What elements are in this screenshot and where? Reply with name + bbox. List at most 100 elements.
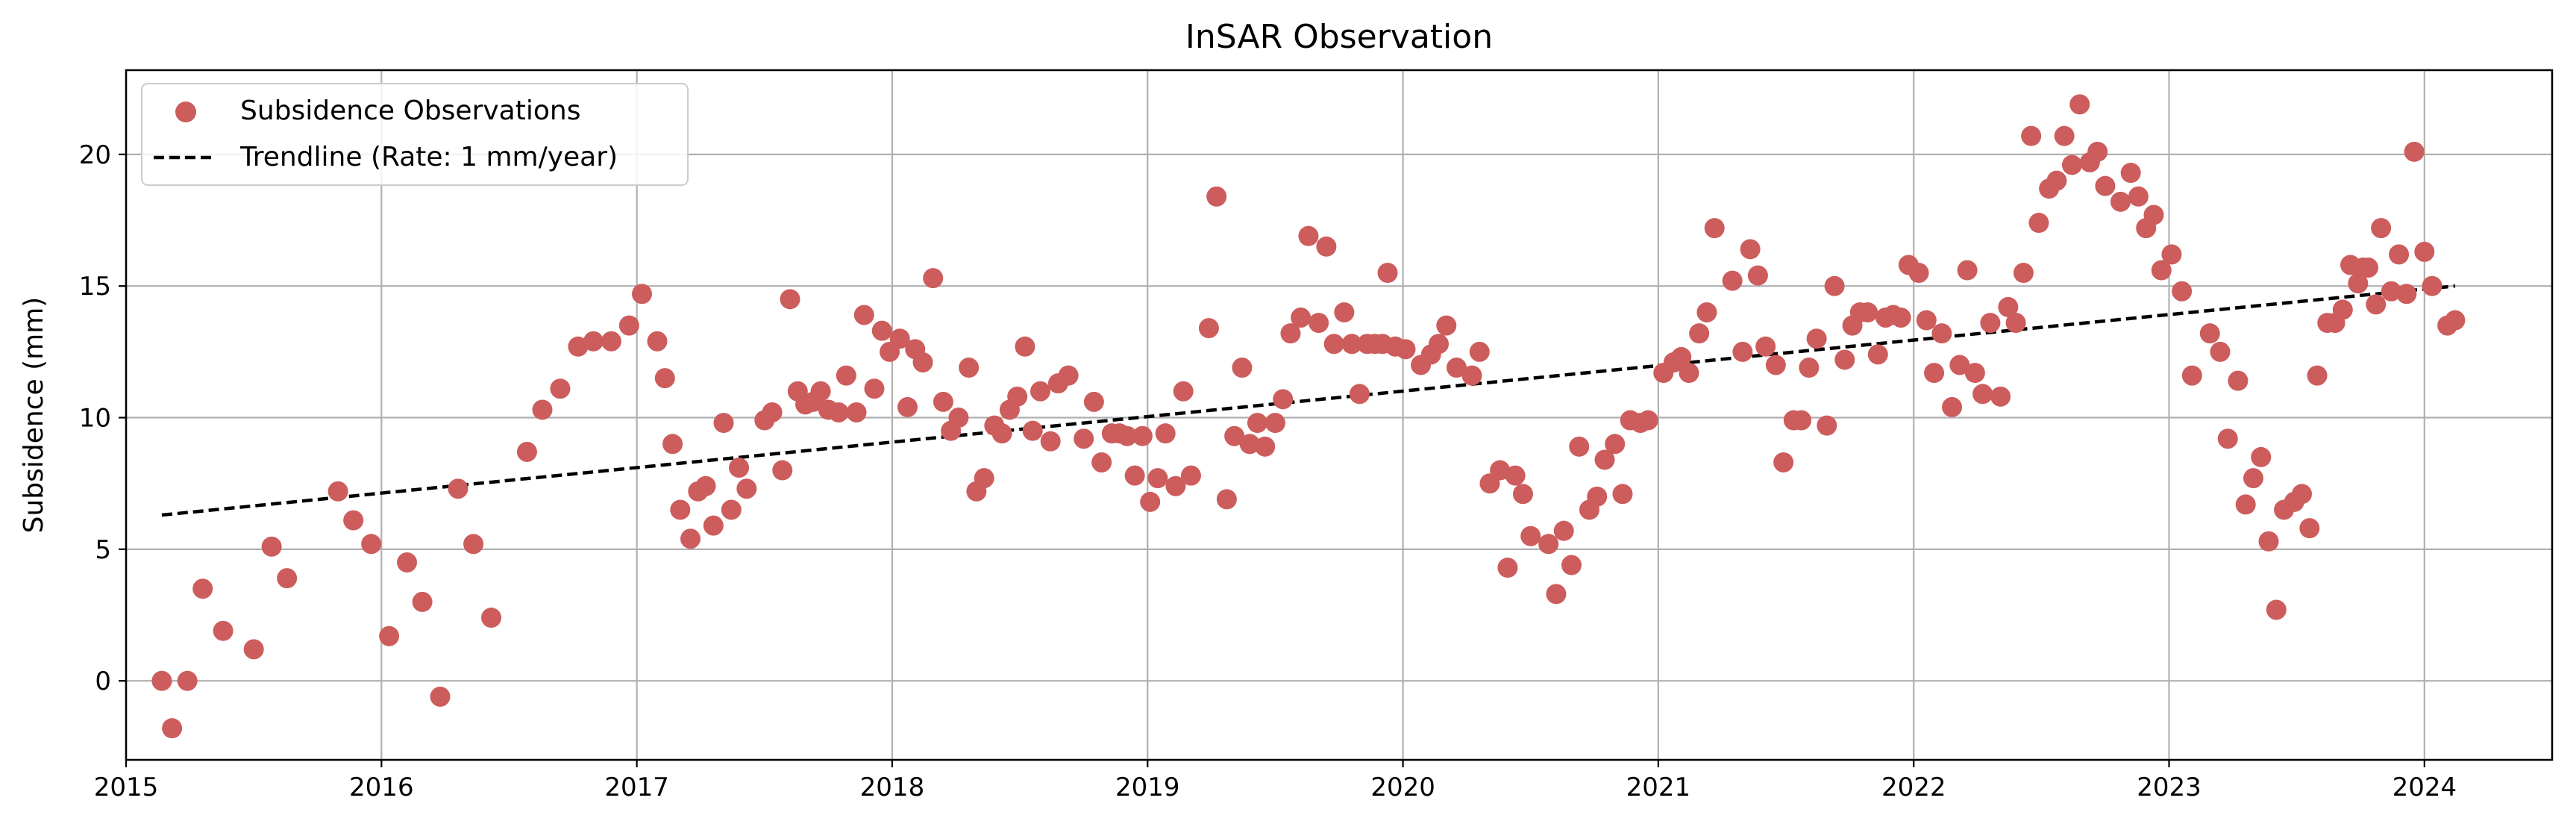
data-point — [1638, 410, 1658, 431]
data-point — [1074, 428, 1094, 449]
data-point — [192, 578, 213, 599]
data-point — [2445, 310, 2466, 331]
data-point — [550, 378, 571, 399]
data-point — [703, 515, 724, 536]
data-point — [162, 718, 183, 739]
data-point — [810, 381, 831, 402]
data-point — [1931, 323, 1952, 344]
data-point — [1949, 355, 1970, 375]
data-point — [568, 336, 589, 357]
data-point — [1007, 386, 1028, 407]
data-point — [1732, 341, 1753, 362]
data-point — [532, 399, 553, 420]
data-point — [2371, 218, 2392, 239]
data-point — [1461, 365, 1482, 386]
data-point — [912, 352, 933, 372]
data-point — [1773, 452, 1794, 472]
data-point — [1679, 363, 1699, 384]
data-point — [1140, 491, 1161, 512]
x-tick-label: 2018 — [860, 773, 925, 802]
data-point — [680, 528, 701, 549]
data-point — [695, 475, 716, 496]
trendline — [161, 284, 2456, 517]
data-point — [2217, 428, 2238, 449]
data-point — [1446, 358, 1467, 378]
data-point — [721, 499, 742, 520]
data-point — [1349, 384, 1370, 405]
data-point — [2110, 191, 2131, 212]
data-point — [2161, 244, 2182, 265]
data-point — [2069, 94, 2090, 115]
data-point — [2389, 244, 2410, 265]
data-point — [889, 328, 910, 349]
data-point — [713, 413, 734, 434]
data-point — [1216, 489, 1237, 510]
data-point — [1924, 363, 1945, 384]
data-point — [1291, 308, 1311, 328]
data-point — [1569, 436, 1590, 457]
data-point — [1587, 486, 1608, 507]
y-axis: 0 5 10 15 20 — [79, 140, 126, 696]
data-point — [379, 625, 400, 646]
data-point — [1505, 465, 1526, 486]
data-point — [2332, 299, 2353, 320]
data-point — [2251, 446, 2272, 467]
data-point — [2358, 258, 2379, 278]
data-point — [361, 534, 382, 555]
data-point — [277, 568, 298, 589]
data-point — [2396, 284, 2417, 305]
data-point — [1740, 239, 1761, 260]
data-point — [2210, 341, 2231, 362]
data-point — [2028, 213, 2049, 234]
data-point — [1512, 484, 1533, 505]
data-point — [2292, 484, 2313, 505]
data-point — [2307, 365, 2328, 386]
data-point — [2054, 125, 2075, 146]
data-point — [1083, 391, 1104, 412]
data-point — [1696, 302, 1717, 322]
legend: Subsidence Observations Trendline (Rate:… — [141, 83, 689, 186]
y-axis-label: Subsidence (mm) — [19, 297, 49, 534]
data-point — [397, 552, 418, 573]
x-tick-label: 2016 — [349, 773, 414, 802]
data-point — [583, 331, 604, 352]
data-point — [2128, 186, 2149, 207]
data-point — [1791, 410, 1812, 431]
data-point — [2366, 294, 2387, 315]
legend-label-trendline: Trendline (Rate: 1 mm/year) — [239, 142, 618, 172]
data-point — [729, 458, 750, 478]
data-point — [1091, 452, 1112, 472]
data-point — [1824, 275, 1845, 296]
y-tick-label: 15 — [79, 272, 111, 302]
data-point — [448, 478, 468, 499]
data-point — [1255, 436, 1276, 457]
data-point — [1334, 302, 1355, 322]
data-point — [1015, 336, 1035, 357]
data-point — [1755, 336, 1776, 357]
data-point — [1972, 384, 1993, 405]
x-axis: 2015 2016 2017 2018 2019 2020 2021 2022 2023 2024 — [94, 760, 2457, 802]
data-point — [1722, 270, 1743, 291]
data-point — [864, 378, 885, 399]
data-point — [1980, 313, 2001, 334]
data-point — [601, 331, 621, 352]
data-point — [1429, 334, 1450, 355]
data-point — [1165, 475, 1186, 496]
data-point — [2422, 275, 2442, 296]
data-point — [1490, 460, 1511, 481]
y-tick-label: 5 — [95, 535, 111, 565]
data-point — [1232, 358, 1253, 378]
data-point — [1173, 381, 1194, 402]
data-point — [948, 408, 969, 428]
legend-label-observations: Subsidence Observations — [240, 96, 580, 126]
data-point — [328, 481, 348, 502]
data-point — [1553, 520, 1574, 541]
data-point — [1689, 323, 1710, 344]
data-point — [2266, 599, 2287, 620]
data-point — [1890, 308, 1911, 328]
data-point — [736, 478, 757, 499]
data-point — [2013, 263, 2034, 284]
data-point — [1671, 346, 1692, 367]
data-point — [516, 441, 537, 462]
data-point — [481, 608, 502, 628]
